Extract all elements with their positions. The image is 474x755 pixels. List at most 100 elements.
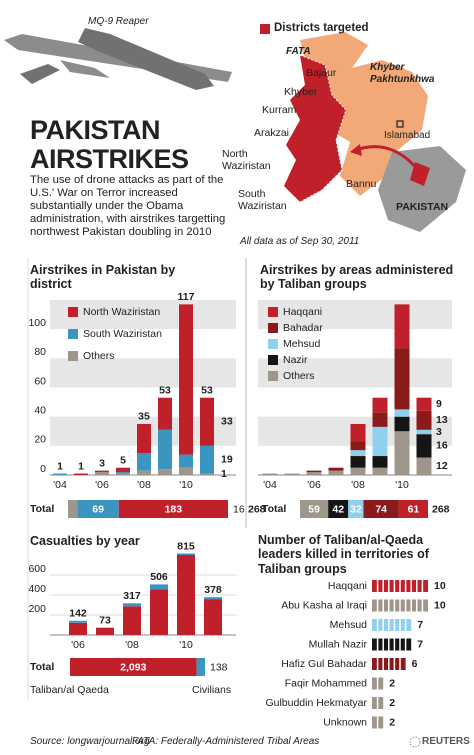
bar-segment [158,469,172,475]
bar-segment [284,473,300,475]
district-label: South Waziristan [238,188,287,213]
y-tick-label: Haqqani [328,580,367,592]
bar-segment [372,456,388,468]
bar-segment [372,467,388,475]
bar-segment [350,423,366,442]
value-label: 2 [389,697,395,709]
bar-total-label: 5 [120,454,126,466]
bar-segment [123,603,141,607]
total-value: 59 [308,503,320,515]
y-tick-label: 0 [40,463,46,475]
bar-segment [158,429,172,470]
segment-label: 3 [436,426,442,438]
total-value: 16 [233,503,245,515]
bar-total-label: 3 [99,457,105,469]
bar-segment [372,397,388,413]
y-tick-label: 200 [28,603,46,615]
bar-segment [123,606,141,635]
total-segment [70,658,197,676]
bar-segment [69,622,87,635]
bar [372,638,412,651]
bar-segment [262,473,278,475]
value-label: 2 [389,716,395,728]
description: The use of drone attacks as part of the … [30,174,226,238]
segment-label: 9 [436,398,442,410]
bar-segment [306,472,322,475]
chart-title: Airstrikes in Pakistan by district [30,263,176,292]
bar-segment [204,597,222,600]
total-segment [328,500,349,518]
bar-segment [179,454,193,468]
district-label: Bannu [346,178,377,190]
bar-segment [394,304,410,349]
bar-segment [372,426,388,457]
bar-segment [394,416,410,432]
chart-title: Casualties by year [30,534,140,548]
x-tick-label: '08 [137,479,151,491]
total-label: Total [262,503,286,515]
bar-segment [328,467,344,471]
total-value: 32 [350,503,362,515]
total-label: Total [30,661,54,673]
x-tick-label: '10 [179,479,193,491]
district-label: North Waziristan [222,148,271,173]
segment-label: 19 [221,453,233,465]
bar-segment [204,599,222,635]
total-segment [348,500,364,518]
total-value: 138 [210,661,228,673]
bar-segment [116,473,130,475]
credit: REUTERS [422,736,470,747]
total-value: 69 [92,503,104,515]
bar-total-label: 53 [159,384,171,396]
bar-segment [69,620,87,623]
drone-illustration [4,28,232,90]
bar-total-label: 117 [178,291,195,303]
total-segment [68,500,78,518]
footnote: FATA: Federally-Administered Tribal Area… [132,736,320,747]
segment-label: 33 [221,416,233,428]
y-tick-label: Abu Kasha al Iraqi [281,599,367,611]
legend-swatch [268,307,278,317]
y-tick-label: Faqir Mohammed [285,677,367,689]
bar-segment [416,410,432,430]
page-title: PAKISTAN AIRSTRIKES [30,115,189,174]
bar-segment [137,423,151,454]
bar-segment [158,397,172,430]
bar [372,619,412,631]
bar-total-label: 815 [177,540,195,552]
source: Source: longwarjournal.org [30,736,150,747]
bar-segment [200,397,214,446]
y-tick-label: 40 [34,404,46,416]
bar-segment [350,456,366,468]
bar-total-label: 1 [57,460,63,472]
district-label: Kurram [262,104,297,116]
legend-swatch [268,355,278,365]
region-label: FATA [286,46,311,57]
legend-label: South Waziristan [83,328,162,340]
legend-label: Civilians [192,684,231,696]
bar-segment [372,412,388,427]
legend-swatch [68,329,78,339]
x-tick-label: '06 [71,639,85,651]
total-segment [300,500,329,518]
bar-segment [416,457,432,475]
y-tick-label: 600 [28,563,46,575]
grid-band [258,300,452,330]
bar-segment [95,470,109,473]
grand-total: 268 [432,503,450,515]
y-tick-label: 60 [34,375,46,387]
grid-band [50,358,236,388]
chart-title: Number of Taliban/al-Qaeda leaders kille… [258,533,429,576]
bar-segment [95,472,109,475]
bar-segment [394,348,410,410]
bar-total-label: 317 [123,590,141,602]
bar-segment [150,584,168,590]
bar-segment [137,470,151,475]
bar-total-label: 142 [69,608,87,620]
bar-segment [394,409,410,417]
bar-total-label: 1 [78,460,84,472]
bar-segment [306,470,322,473]
y-tick-label: Hafiz Gul Bahadar [281,658,367,670]
district-label: Bajaur [306,67,337,79]
